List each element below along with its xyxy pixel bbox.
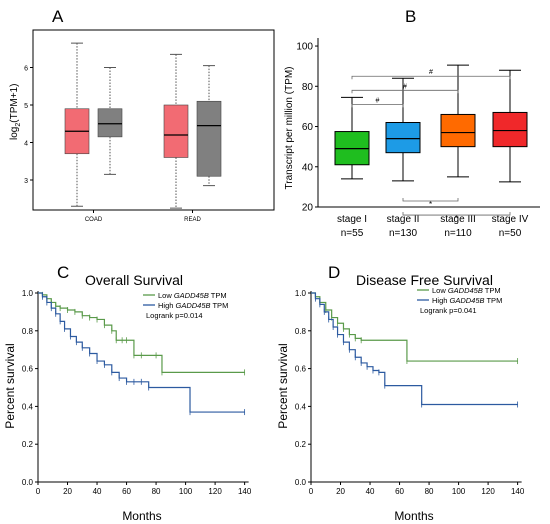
significance-mark-bottom: * bbox=[455, 214, 458, 223]
y-tick-label-d: 0.2 bbox=[295, 440, 307, 449]
panel-b-ylabel: Transcript per million (TPM) bbox=[284, 67, 295, 190]
stage-label: stage III bbox=[440, 214, 476, 225]
x-tick-label-d: 40 bbox=[366, 487, 375, 496]
significance-mark-top: # bbox=[429, 69, 433, 76]
stage-label: stage I bbox=[337, 214, 367, 225]
y-tick-label-c: 1.0 bbox=[22, 289, 34, 298]
box-stage-4 bbox=[492, 111, 528, 148]
box-read-0 bbox=[163, 104, 189, 158]
y-tick-label-b: 20 bbox=[302, 203, 314, 214]
panel-c-ylabel: Percent survival bbox=[3, 343, 17, 428]
box-stage-2 bbox=[385, 122, 421, 154]
significance-mark-top: # bbox=[376, 97, 380, 104]
panel-b: Transcript per million (TPM) 20 40 60 80 100… bbox=[284, 38, 540, 239]
x-tick-label-c: 0 bbox=[36, 487, 41, 496]
y-tick-label-c: 0.8 bbox=[22, 327, 34, 336]
y-tick-label-d: 0.6 bbox=[295, 365, 307, 374]
y-tick-label-d: 0.4 bbox=[295, 402, 307, 411]
x-tick-label-c: 60 bbox=[122, 487, 131, 496]
panel-d-ylabel: Percent survival bbox=[276, 343, 290, 428]
stage-count: n=50 bbox=[499, 228, 522, 239]
y-tick-label-b: 100 bbox=[296, 42, 313, 53]
significance-bracket-top bbox=[351, 89, 459, 94]
panel-d-letter: D bbox=[328, 263, 340, 282]
x-tick-label-c: 120 bbox=[208, 487, 222, 496]
y-tick-label-c: 0.4 bbox=[22, 402, 34, 411]
legend-low-label-c: Low GADD45B TPM bbox=[158, 291, 227, 300]
x-tick-label-c: 20 bbox=[63, 487, 72, 496]
legend-high-label-d: High GADD45B TPM bbox=[432, 296, 502, 305]
y-tick-label-a: 6 bbox=[24, 66, 28, 73]
panel-d-title: Disease Free Survival bbox=[356, 272, 493, 288]
panel-d-legend: Low GADD45B TPM High GADD45B TPM Logrank… bbox=[417, 286, 502, 315]
panel-c-letter: C bbox=[57, 263, 69, 282]
significance-mark-top: # bbox=[403, 83, 407, 90]
panel-d-plot: 0.0 0.2 0.4 0.6 0.8 1.0 0 20 40 60 80 100 120 140 bbox=[295, 289, 525, 496]
x-tick-label-d: 60 bbox=[395, 487, 404, 496]
y-tick-label-d: 1.0 bbox=[295, 289, 307, 298]
panel-d-xlabel: Months bbox=[394, 509, 433, 523]
stage-count: n=130 bbox=[389, 228, 418, 239]
stage-label: stage II bbox=[387, 214, 420, 225]
significance-bracket-bottom bbox=[402, 212, 511, 216]
x-tick-label-d: 100 bbox=[452, 487, 466, 496]
category-label-coad: COAD bbox=[85, 217, 103, 223]
legend-low-label-d: Low GADD45B TPM bbox=[432, 286, 501, 295]
y-tick-label-c: 0.6 bbox=[22, 365, 34, 374]
panel-d: Percent survival Months Low GADD45B TPM … bbox=[276, 286, 525, 523]
panel-c-title: Overall Survival bbox=[85, 272, 183, 288]
category-label-read: READ bbox=[184, 217, 201, 223]
y-tick-label-c: 0.2 bbox=[22, 440, 34, 449]
panel-a: log2(TPM+1) 3 4 5 6 COAD READ bbox=[9, 29, 275, 223]
y-tick-label-b: 80 bbox=[302, 82, 314, 93]
panel-a-letter: A bbox=[52, 7, 64, 26]
logrank-d: Logrank p=0.041 bbox=[420, 306, 477, 315]
x-tick-label-c: 140 bbox=[238, 487, 252, 496]
y-tick-label-b: 40 bbox=[302, 162, 314, 173]
y-tick-label-c: 0.0 bbox=[22, 478, 34, 487]
panel-a-frame bbox=[32, 29, 275, 211]
logrank-c: Logrank p=0.014 bbox=[146, 311, 203, 320]
panel-c: Percent survival Months Low GADD45B TPM … bbox=[3, 289, 252, 523]
box-coad-1 bbox=[97, 108, 123, 138]
x-tick-label-d: 120 bbox=[481, 487, 495, 496]
box-stage-3 bbox=[440, 113, 476, 148]
x-tick-label-d: 80 bbox=[425, 487, 434, 496]
y-tick-label-a: 5 bbox=[24, 103, 28, 110]
panel-c-legend: Low GADD45B TPM High GADD45B TPM Logrank… bbox=[143, 291, 228, 320]
y-tick-label-d: 0.0 bbox=[295, 478, 307, 487]
stage-label: stage IV bbox=[492, 214, 529, 225]
panel-c-plot: 0.0 0.2 0.4 0.6 0.8 1.0 0 20 40 60 80 100 120 140 bbox=[22, 289, 252, 496]
survival-curve-high bbox=[311, 292, 518, 406]
significance-mark-bottom: * bbox=[429, 200, 432, 209]
x-tick-label-d: 20 bbox=[336, 487, 345, 496]
stage-count: n=110 bbox=[444, 228, 472, 239]
x-tick-label-c: 80 bbox=[152, 487, 161, 496]
y-tick-label-d: 0.8 bbox=[295, 327, 307, 336]
y-tick-label-a: 4 bbox=[24, 141, 28, 148]
y-tick-label-b: 60 bbox=[302, 122, 314, 133]
x-tick-label-c: 40 bbox=[93, 487, 102, 496]
significance-bracket-top bbox=[351, 75, 511, 80]
panel-b-plot: 20 40 60 80 100 stage I n=55 stage II n=130 stage… bbox=[296, 38, 540, 239]
y-tick-label-a: 3 bbox=[24, 178, 28, 185]
survival-curve-high bbox=[38, 292, 245, 413]
x-tick-label-d: 0 bbox=[309, 487, 314, 496]
panel-a-ylabel: log2(TPM+1) bbox=[9, 84, 22, 140]
x-tick-label-d: 140 bbox=[511, 487, 525, 496]
x-tick-label-c: 100 bbox=[179, 487, 193, 496]
panel-c-xlabel: Months bbox=[122, 509, 161, 523]
panel-a-plot: 3 4 5 6 COAD READ bbox=[24, 42, 222, 223]
legend-high-label-c: High GADD45B TPM bbox=[158, 301, 228, 310]
panel-b-letter: B bbox=[405, 7, 416, 26]
significance-bracket-top bbox=[351, 103, 404, 108]
box-read-1 bbox=[196, 100, 222, 177]
significance-bracket-bottom bbox=[402, 197, 459, 202]
stage-count: n=55 bbox=[341, 228, 364, 239]
